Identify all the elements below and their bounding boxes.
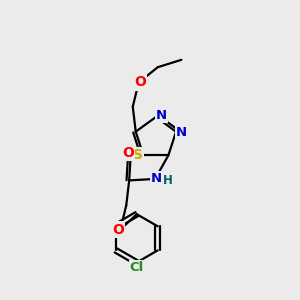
Text: N: N — [151, 172, 162, 185]
Text: O: O — [134, 76, 146, 89]
Text: S: S — [133, 148, 143, 162]
Text: N: N — [156, 109, 167, 122]
Text: N: N — [176, 126, 187, 139]
Text: O: O — [122, 146, 134, 160]
Text: H: H — [163, 174, 173, 187]
Text: O: O — [112, 223, 124, 237]
Text: Cl: Cl — [130, 261, 144, 274]
